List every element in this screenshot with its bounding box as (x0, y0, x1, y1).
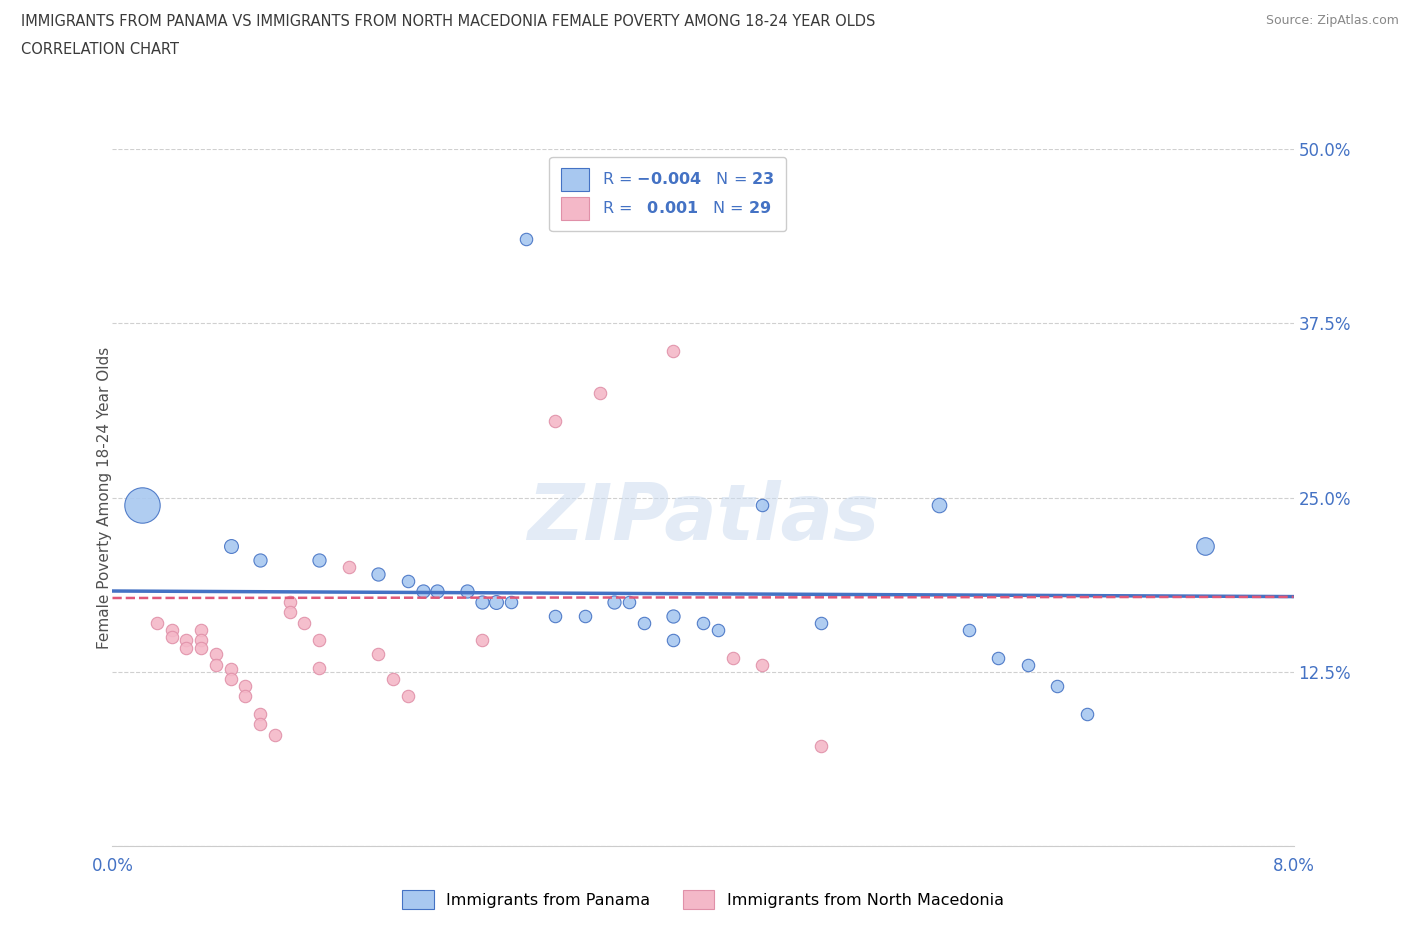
Text: CORRELATION CHART: CORRELATION CHART (21, 42, 179, 57)
Legend: R = $\mathbf{-0.004}$   N = $\mathbf{23}$, R =   $\mathbf{0.001}$   N = $\mathbf: R = $\mathbf{-0.004}$ N = $\mathbf{23}$,… (550, 157, 786, 231)
Text: ZIPatlas: ZIPatlas (527, 481, 879, 556)
Point (190, 623, 212, 638)
Point (308, 660, 330, 675)
Point (308, 632, 330, 647)
Point (515, 232, 537, 247)
Text: IMMIGRANTS FROM PANAMA VS IMMIGRANTS FROM NORTH MACEDONIA FEMALE POVERTY AMONG 1: IMMIGRANTS FROM PANAMA VS IMMIGRANTS FRO… (21, 14, 876, 29)
Point (662, 609, 685, 624)
Point (367, 646, 389, 661)
Point (146, 616, 169, 631)
Point (544, 414, 567, 429)
Point (249, 716, 271, 731)
Point (249, 707, 271, 722)
Point (501, 595, 523, 610)
Point (412, 584, 434, 599)
Point (810, 616, 832, 631)
Point (751, 658, 773, 672)
Legend: Immigrants from Panama, Immigrants from North Macedonia: Immigrants from Panama, Immigrants from … (394, 882, 1012, 917)
Point (278, 604, 301, 619)
Point (396, 574, 419, 589)
Point (131, 498, 153, 512)
Point (471, 632, 494, 647)
Point (174, 641, 197, 656)
Point (367, 567, 389, 582)
Point (160, 623, 183, 638)
Point (751, 498, 773, 512)
Point (603, 595, 626, 610)
Point (987, 651, 1010, 666)
Point (662, 344, 685, 359)
Point (278, 595, 301, 610)
Point (219, 662, 242, 677)
Point (721, 651, 744, 666)
Point (810, 738, 832, 753)
Point (588, 386, 610, 401)
Point (619, 595, 641, 610)
Point (544, 609, 567, 624)
Point (456, 584, 478, 599)
Point (382, 671, 405, 686)
Point (574, 609, 596, 624)
Y-axis label: Female Poverty Among 18-24 Year Olds: Female Poverty Among 18-24 Year Olds (97, 347, 111, 649)
Point (471, 595, 494, 610)
Point (337, 560, 360, 575)
Point (1046, 679, 1069, 694)
Point (633, 616, 655, 631)
Text: Source: ZipAtlas.com: Source: ZipAtlas.com (1265, 14, 1399, 27)
Point (1017, 658, 1039, 672)
Point (264, 727, 287, 742)
Point (233, 688, 256, 703)
Point (160, 630, 183, 644)
Point (219, 539, 242, 554)
Point (174, 632, 197, 647)
Point (292, 616, 315, 631)
Point (190, 641, 212, 656)
Point (219, 671, 242, 686)
Point (1076, 707, 1098, 722)
Point (928, 498, 950, 512)
Point (308, 553, 330, 568)
Point (205, 658, 228, 672)
Point (662, 632, 685, 647)
Point (692, 616, 714, 631)
Point (190, 632, 212, 647)
Point (707, 623, 730, 638)
Point (396, 688, 419, 703)
Point (249, 553, 271, 568)
Point (1194, 539, 1216, 554)
Point (957, 623, 980, 638)
Point (485, 595, 508, 610)
Point (233, 679, 256, 694)
Point (426, 584, 449, 599)
Point (205, 646, 228, 661)
